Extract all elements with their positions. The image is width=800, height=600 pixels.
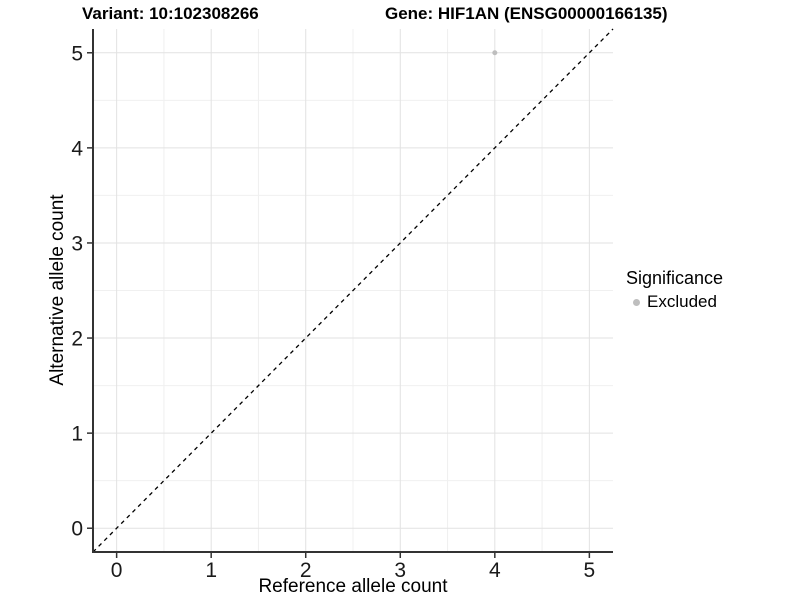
x-tick-label: 0	[111, 559, 123, 582]
legend-title: Significance	[626, 268, 724, 288]
legend: Significance Excluded	[626, 268, 723, 312]
identity-dashed-line	[92, 28, 614, 553]
x-tick-label: 1	[205, 559, 217, 582]
legend-point-swatch-icon	[633, 298, 640, 306]
y-tick-label: 0	[71, 518, 83, 541]
x-axis-title: Reference allele count	[258, 576, 448, 597]
x-tick-label: 4	[489, 559, 501, 582]
y-axis-title: Alternative allele count	[47, 194, 68, 386]
y-tick-label: 3	[71, 232, 83, 255]
data-point	[492, 50, 498, 56]
legend-item-label: Excluded	[647, 292, 717, 311]
y-tick-label: 4	[71, 137, 83, 160]
plot-title-gene: Gene: HIF1AN (ENSG00000166135)	[385, 4, 668, 23]
y-tick-label: 1	[71, 423, 83, 446]
x-tick-label: 5	[584, 559, 596, 582]
legend-item: Excluded	[626, 292, 723, 312]
x-tick-label: 2	[300, 559, 312, 582]
plot-title-variant: Variant: 10:102308266	[82, 4, 259, 23]
x-tick-label: 3	[394, 559, 406, 582]
y-tick-label: 5	[71, 42, 83, 65]
y-tick-label: 2	[71, 328, 83, 351]
